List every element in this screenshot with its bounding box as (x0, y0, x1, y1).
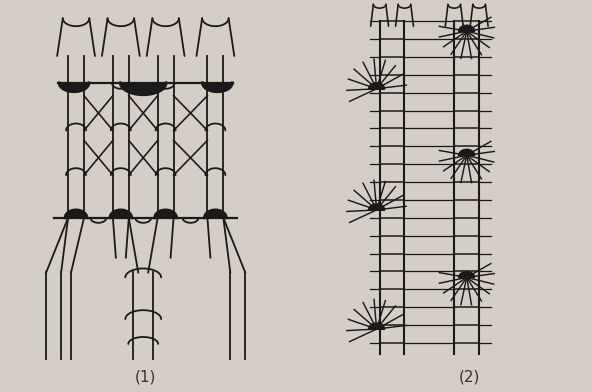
Polygon shape (459, 272, 475, 278)
Polygon shape (59, 83, 89, 92)
Polygon shape (155, 210, 176, 218)
Text: (2): (2) (458, 369, 480, 384)
Polygon shape (369, 83, 385, 89)
Polygon shape (369, 323, 385, 329)
Polygon shape (202, 83, 232, 92)
Polygon shape (459, 149, 475, 155)
Text: (1): (1) (135, 369, 156, 384)
Polygon shape (459, 25, 475, 31)
Polygon shape (204, 210, 226, 218)
Polygon shape (120, 83, 166, 95)
Polygon shape (110, 210, 132, 218)
Polygon shape (65, 210, 87, 218)
Polygon shape (369, 204, 385, 210)
